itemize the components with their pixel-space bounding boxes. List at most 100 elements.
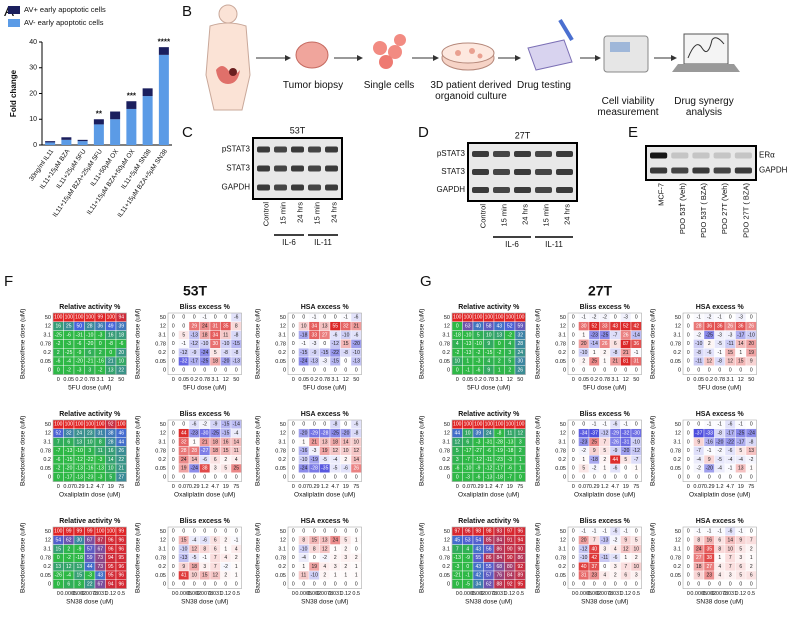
heatmap-value: 54 xyxy=(475,538,481,544)
heatmap-value: 21 xyxy=(118,466,124,472)
heatmap-y-tick: 0.2 xyxy=(558,350,566,356)
heatmap-value: 5 xyxy=(182,332,185,338)
heatmap-value: -17 xyxy=(65,475,72,481)
heatmap-value: -20 xyxy=(300,431,307,437)
heatmap-value: 13 xyxy=(738,466,744,472)
heatmap-value: 9 xyxy=(739,538,742,544)
heatmap-value: 54 xyxy=(55,538,61,544)
heatmap-value: 23 xyxy=(706,573,712,579)
heatmap-x-tick: 0.78 xyxy=(84,377,95,383)
heatmap-x-tick: 0.07 xyxy=(578,484,589,490)
heatmap-value: -10 xyxy=(464,466,471,472)
heatmap-value: 52 xyxy=(55,431,61,437)
heatmap-y-label: Bazedoxifene dose (uM) xyxy=(20,416,27,486)
blot-band xyxy=(493,187,510,193)
heatmap-value: 0 xyxy=(292,315,295,321)
heatmap-value: 24 xyxy=(202,324,208,330)
heatmap-y-tick: 50 xyxy=(45,422,51,428)
heatmap-value: 0 xyxy=(172,555,175,561)
heatmap-value: 23 xyxy=(87,431,93,437)
heatmap-x-tick: 0.031 xyxy=(328,591,342,597)
heatmap-y-tick: 0.05 xyxy=(155,359,166,365)
heatmap-y-tick: 12 xyxy=(280,324,286,330)
heatmap-value: 95 xyxy=(108,564,114,570)
heatmap-x-tick: 1.2 xyxy=(321,484,329,490)
heatmap-value: 0 xyxy=(750,368,753,374)
heatmap-value: -23 xyxy=(496,457,503,463)
heatmap-y-tick: 50 xyxy=(675,315,681,321)
heatmap-x-label: SN38 dose (uM) xyxy=(696,598,743,605)
blot-band xyxy=(650,152,668,159)
heatmap-value: 10 xyxy=(108,466,114,472)
heatmap-value: 1 xyxy=(334,546,337,552)
heatmap-value: -18 xyxy=(506,448,513,454)
heatmap-value: -6 xyxy=(77,341,82,347)
heatmap-value: -12 xyxy=(475,457,482,463)
heatmap-value: 44 xyxy=(87,564,93,570)
heatmap-value: -6 xyxy=(333,332,338,338)
heatmap-y-tick: 0 xyxy=(447,368,450,374)
heatmap-value: 0 xyxy=(572,324,575,330)
heatmap-x-tick: 19 xyxy=(507,484,513,490)
heatmap-value: 100 xyxy=(506,422,515,428)
heatmap-value: -6 xyxy=(192,422,197,428)
heatmap-value: 3 xyxy=(88,368,91,374)
heatmap-x-tick: 0.07 xyxy=(298,484,309,490)
heatmap-x-tick: 0 xyxy=(572,377,575,383)
heatmap-value: 100 xyxy=(54,422,63,428)
heatmap-y-tick: 3.1 xyxy=(158,546,166,552)
heatmap-value: 0 xyxy=(572,457,575,463)
heatmap-value: -25 xyxy=(201,359,208,365)
heatmap-value: 4 xyxy=(235,546,238,552)
heatmap-value: 0 xyxy=(635,422,638,428)
heatmap-value: 0 xyxy=(750,529,753,535)
heatmap-x-tick: 0 xyxy=(687,484,690,490)
heatmap-frame xyxy=(52,312,127,375)
heatmap-x-tick: 0.002 xyxy=(72,591,86,597)
heatmap-value: 0 xyxy=(687,457,690,463)
heatmap-value: 0 xyxy=(172,315,175,321)
heatmap-value: -2 xyxy=(718,448,723,454)
lane-label: PDO 53T (Veh) xyxy=(678,183,687,235)
heatmap-value: 13 xyxy=(496,332,502,338)
group-label: IL-6 xyxy=(282,238,296,247)
heatmap-value: -2 xyxy=(497,350,502,356)
heatmap-value: 67 xyxy=(97,582,103,588)
heatmap-x-tick: 0 xyxy=(172,591,175,597)
heatmap-value: 0 xyxy=(214,368,217,374)
heatmap-x-label: SN38 dose (uM) xyxy=(66,598,113,605)
heatmap-value: 0 xyxy=(323,475,326,481)
heatmap-x-label: 5FU dose (uM) xyxy=(303,384,346,391)
heatmap-value: 32 xyxy=(343,324,349,330)
heatmap-y-tick: 0 xyxy=(283,582,286,588)
heatmap-value: 99 xyxy=(66,529,72,535)
heatmap-x-tick: 0.07 xyxy=(63,484,74,490)
heatmap-frame xyxy=(451,312,526,375)
heatmap-value: 7 xyxy=(729,555,732,561)
heatmap-y-tick: 50 xyxy=(560,315,566,321)
heatmap-x-tick: 0.12 xyxy=(105,591,116,597)
heatmap-value: 55 xyxy=(486,564,492,570)
blot-band xyxy=(257,146,270,153)
heatmap-value: 1 xyxy=(582,332,585,338)
heatmap-value: 0 xyxy=(729,582,732,588)
heatmap-value: -12 xyxy=(633,448,640,454)
heatmap-value: -2 xyxy=(323,555,328,561)
heatmap-value: 15 xyxy=(311,538,317,544)
blot-band xyxy=(308,146,321,153)
heatmap-y-tick: 0.05 xyxy=(439,466,450,472)
heatmap-y-label: Bazedoxifene dose (uM) xyxy=(135,523,142,593)
heatmap-value: -1 xyxy=(718,529,723,535)
heatmap-value: -18 xyxy=(454,332,461,338)
heatmap-value: 87 xyxy=(97,538,103,544)
heatmap-x-tick: 12 xyxy=(623,377,629,383)
workflow-step: 3D patient derived organoid culture xyxy=(430,80,512,102)
heatmap-value: 0 xyxy=(193,475,196,481)
heatmap-value: 16 xyxy=(55,324,61,330)
heatmap-value: 2 xyxy=(750,564,753,570)
heatmap-x-tick: 0.2 xyxy=(75,377,83,383)
heatmap-value: 8 xyxy=(203,546,206,552)
bar-segment xyxy=(61,139,72,145)
heatmap-value: 42 xyxy=(591,555,597,561)
heatmap-value: 0 xyxy=(593,582,596,588)
